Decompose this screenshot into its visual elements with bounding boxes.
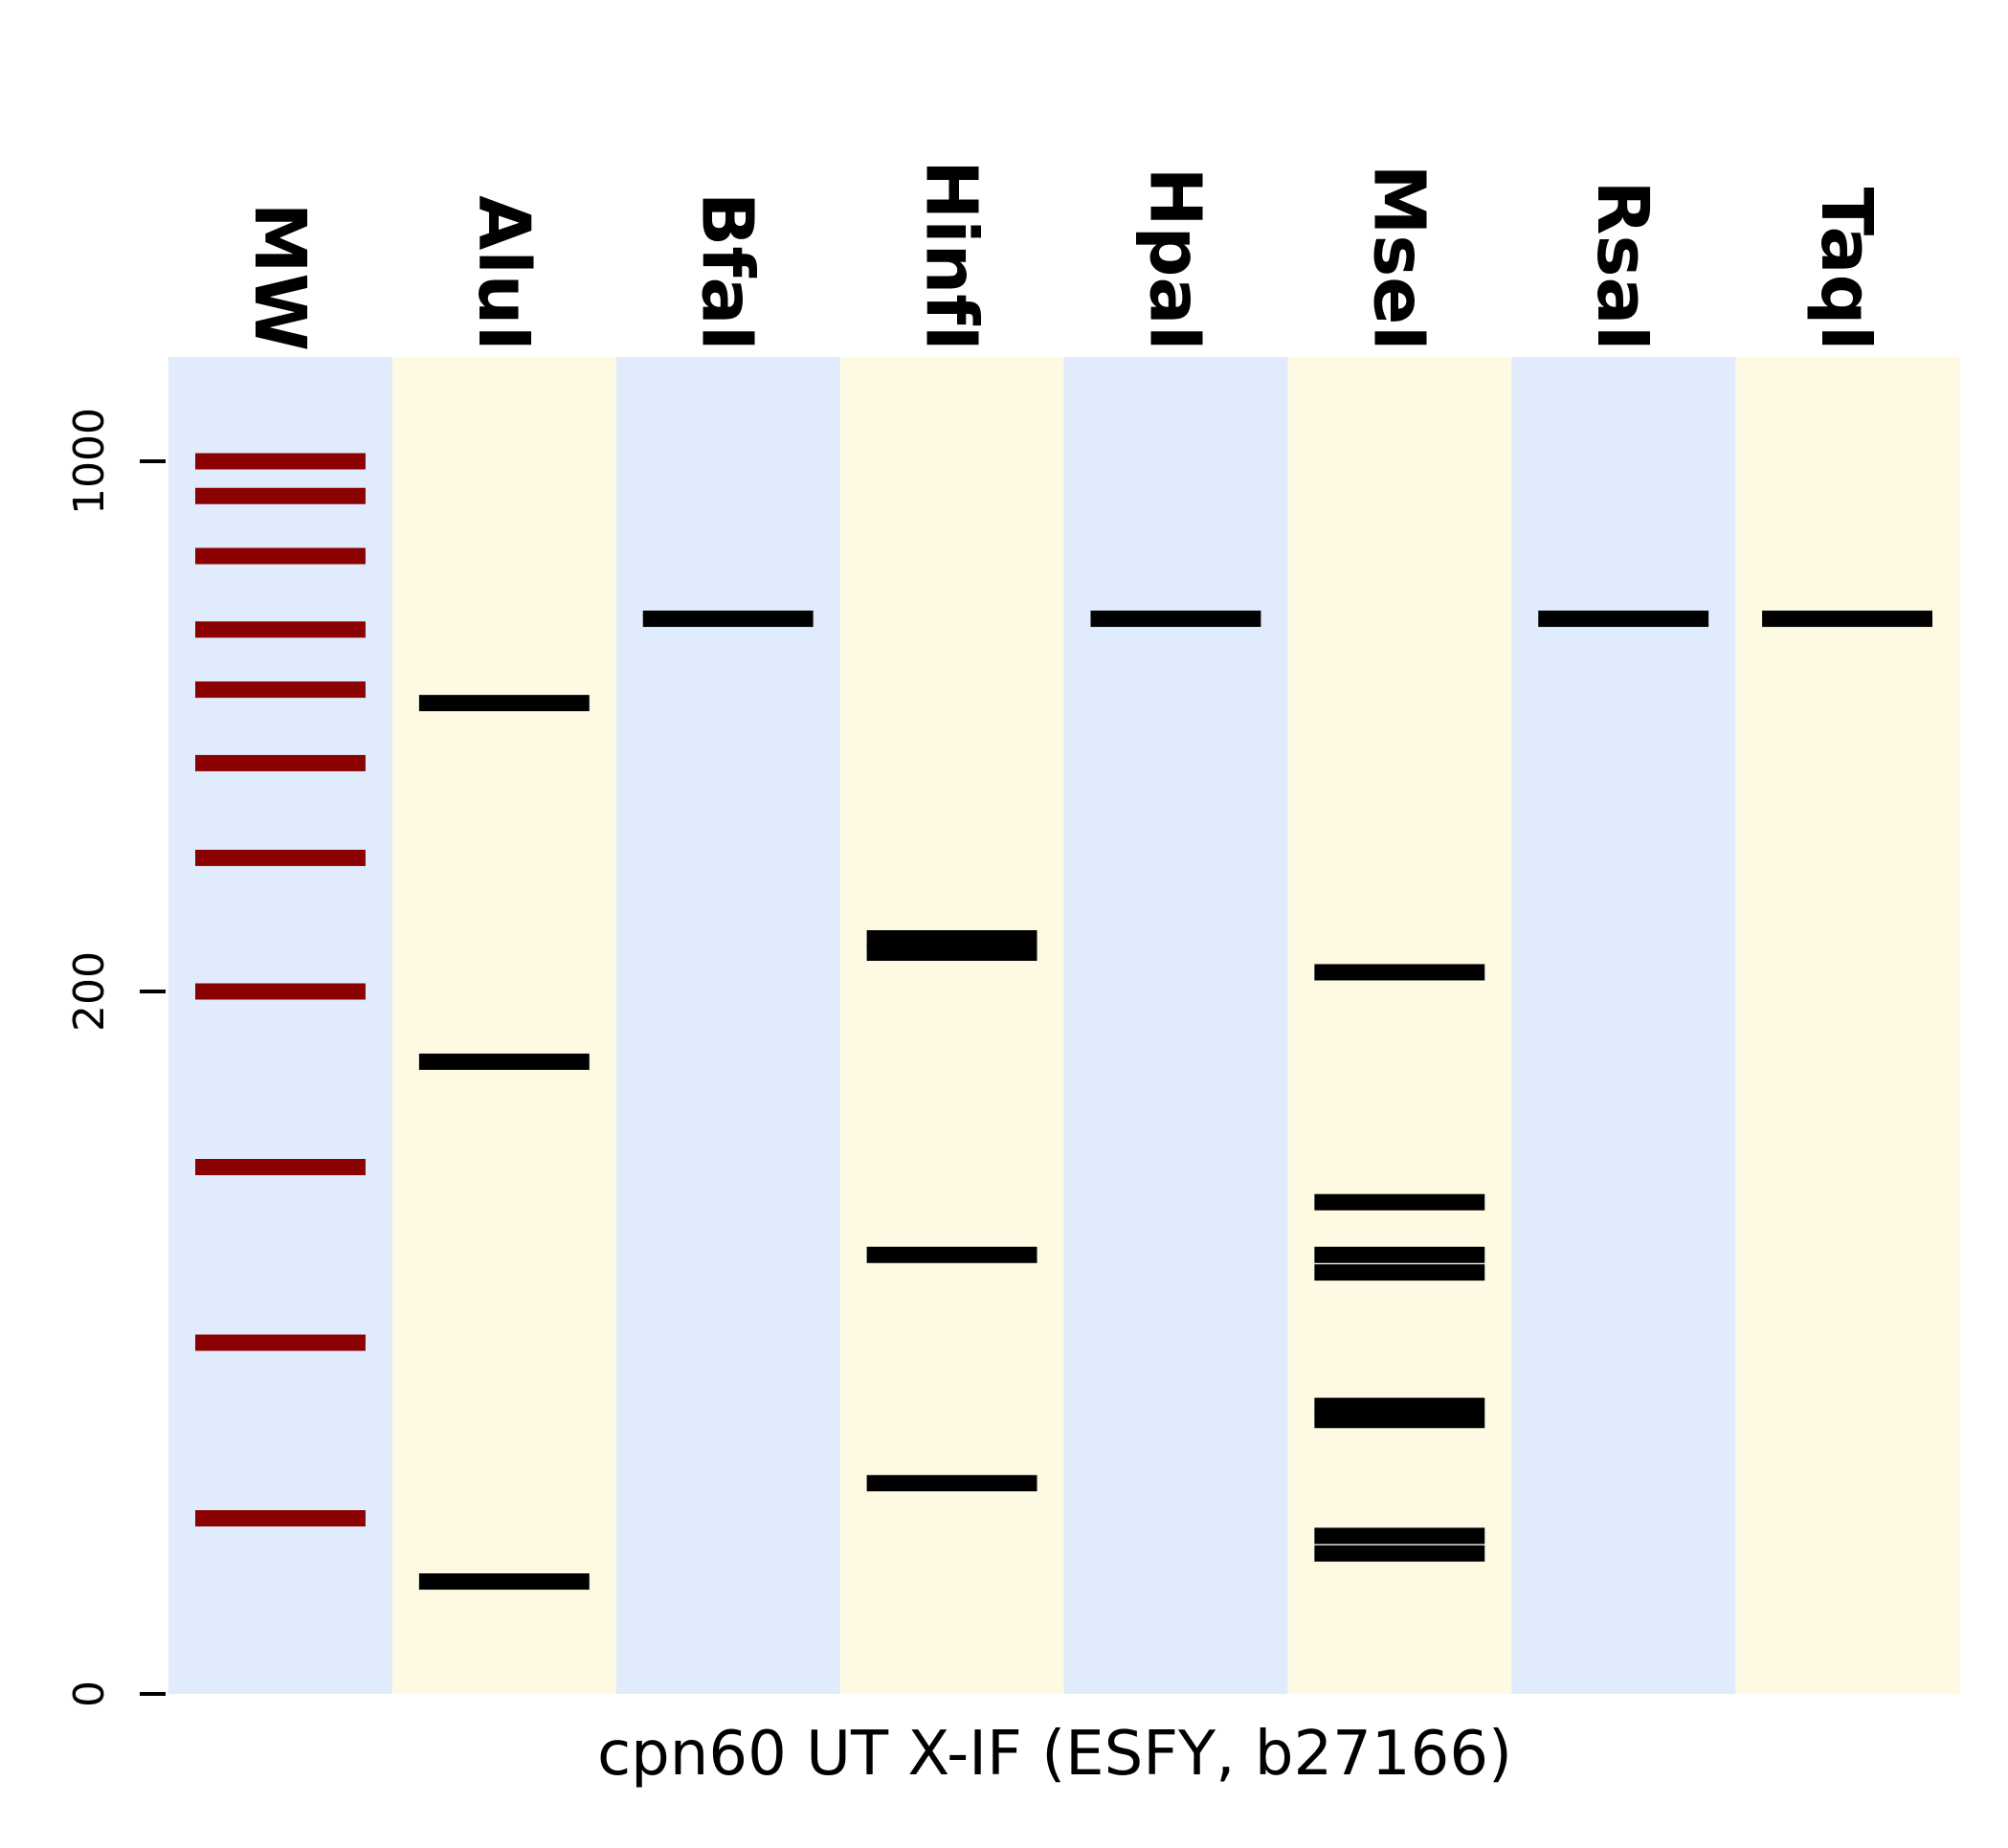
lane-labels: MW AluI BfaI HinfI HpaI MseI RsaI TaqI bbox=[238, 160, 1887, 351]
marker-band-mw bbox=[195, 754, 366, 771]
band-hpai bbox=[1090, 611, 1261, 628]
lane-label-mw: MW bbox=[238, 203, 321, 351]
lane-background-alui bbox=[391, 357, 617, 1694]
lane-label-bfai: BfaI bbox=[686, 192, 769, 351]
lane-label-taqi: TaqI bbox=[1805, 188, 1887, 351]
band-msei bbox=[1314, 964, 1485, 981]
lane-label-rsai: RsaI bbox=[1581, 181, 1663, 352]
marker-band-mw bbox=[195, 983, 366, 1000]
lane-label-alui: AluI bbox=[462, 195, 545, 351]
lane-label-hinfi: HinfI bbox=[910, 160, 993, 351]
band-hinfi bbox=[866, 1246, 1037, 1263]
band-bfai bbox=[642, 611, 814, 628]
band-rsai bbox=[1538, 611, 1709, 628]
band-msei bbox=[1314, 1193, 1485, 1211]
lane-background-taqi bbox=[1735, 357, 1960, 1694]
band-alui bbox=[418, 1053, 590, 1070]
band-alui bbox=[418, 1573, 590, 1591]
band-msei bbox=[1314, 1545, 1485, 1562]
lane-backgrounds bbox=[168, 357, 1960, 1694]
band-hinfi bbox=[866, 1475, 1037, 1492]
lane-background-mw bbox=[168, 357, 393, 1694]
marker-band-mw bbox=[195, 487, 366, 504]
marker-band-mw bbox=[195, 1510, 366, 1526]
y-tick-label-200: 200 bbox=[65, 951, 114, 1032]
band-hinfi bbox=[866, 929, 1037, 946]
y-tick-label-0: 0 bbox=[65, 1681, 114, 1707]
y-tick-label-1000: 1000 bbox=[65, 408, 114, 515]
lane-background-bfai bbox=[615, 357, 841, 1694]
lane-label-hpai: HpaI bbox=[1133, 167, 1216, 351]
lane-label-msei: MseI bbox=[1357, 165, 1439, 351]
band-alui bbox=[418, 695, 590, 712]
band-hinfi bbox=[866, 944, 1037, 961]
lane-background-hinfi bbox=[839, 357, 1064, 1694]
band-msei bbox=[1314, 1412, 1485, 1429]
bands bbox=[195, 453, 1932, 1591]
marker-band-mw bbox=[195, 453, 366, 470]
marker-band-mw bbox=[195, 547, 366, 565]
marker-band-mw bbox=[195, 1334, 366, 1351]
band-taqi bbox=[1762, 611, 1932, 628]
band-msei bbox=[1314, 1246, 1485, 1263]
marker-band-mw bbox=[195, 681, 366, 699]
marker-band-mw bbox=[195, 1159, 366, 1175]
marker-band-mw bbox=[195, 849, 366, 866]
y-axis: 0 200 1000 bbox=[65, 408, 166, 1707]
band-msei bbox=[1314, 1264, 1485, 1281]
band-msei bbox=[1314, 1397, 1485, 1414]
lane-background-rsai bbox=[1511, 357, 1736, 1694]
x-axis-label: cpn60 UT X-IF (ESFY, b27166) bbox=[597, 1719, 1512, 1790]
lane-background-hpai bbox=[1063, 357, 1288, 1694]
band-msei bbox=[1314, 1527, 1485, 1545]
lane-background-msei bbox=[1287, 357, 1512, 1694]
marker-band-mw bbox=[195, 621, 366, 638]
